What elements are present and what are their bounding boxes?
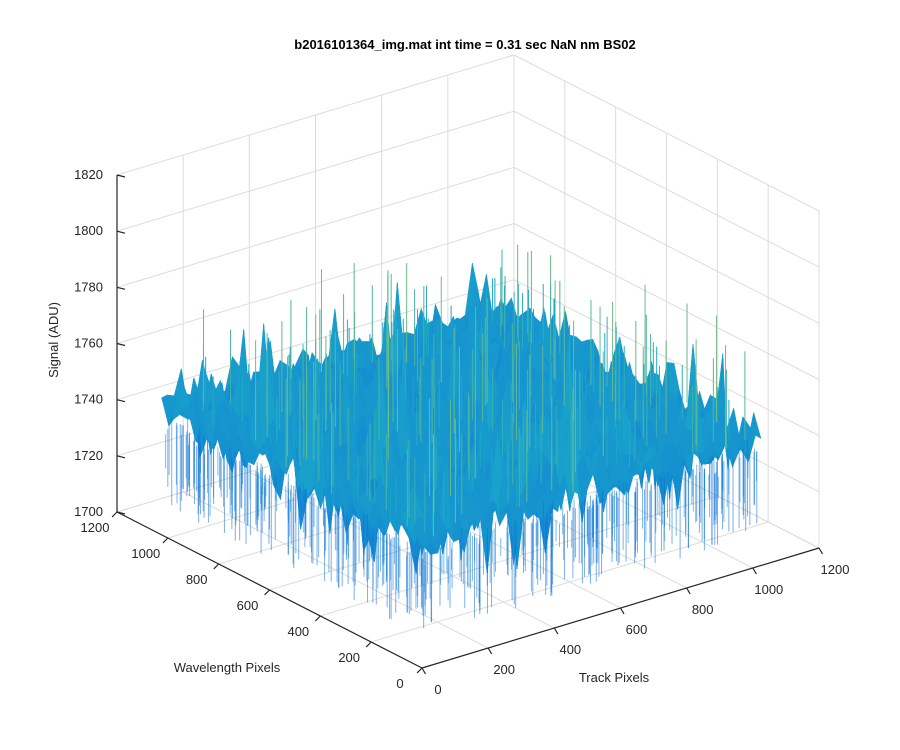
z-tick-mark bbox=[116, 511, 126, 515]
chart-title: b2016101364_img.mat int time = 0.31 sec … bbox=[294, 37, 635, 52]
z-tick-label: 1780 bbox=[74, 279, 103, 294]
z-tick-mark bbox=[116, 455, 126, 459]
grid-line bbox=[116, 54, 515, 176]
x-tick-label: 0 bbox=[434, 682, 441, 697]
x-tick-label: 600 bbox=[626, 622, 648, 637]
y-tick-mark bbox=[264, 589, 270, 596]
z-tick-mark bbox=[116, 230, 126, 234]
y-tick-mark bbox=[111, 511, 118, 518]
x-tick-mark bbox=[487, 647, 493, 655]
x-tick-label: 1000 bbox=[754, 582, 783, 597]
grid-line bbox=[116, 166, 515, 288]
grid-line bbox=[513, 54, 820, 212]
z-tick-label: 1700 bbox=[74, 504, 103, 519]
x-tick-label: 800 bbox=[692, 602, 714, 617]
z-tick-mark bbox=[116, 399, 126, 403]
grid-line bbox=[371, 521, 769, 643]
y-tick-label: 400 bbox=[287, 624, 309, 639]
x-tick-label: 400 bbox=[559, 642, 581, 657]
y-tick-label: 1000 bbox=[131, 546, 160, 561]
grid-line bbox=[513, 110, 820, 268]
grid-line bbox=[116, 110, 515, 232]
y-tick-label: 1200 bbox=[81, 520, 110, 535]
grid-line bbox=[513, 166, 820, 324]
x-axis-label: Track Pixels bbox=[579, 670, 650, 685]
grid-line bbox=[116, 223, 515, 344]
z-tick-mark bbox=[116, 342, 126, 347]
x-tick-label: 200 bbox=[493, 662, 515, 677]
x-tick-mark bbox=[619, 607, 625, 615]
grid-line bbox=[513, 223, 820, 380]
z-axis-label: Signal (ADU) bbox=[46, 302, 61, 378]
y-axis-label: Wavelength Pixels bbox=[174, 660, 281, 675]
y-tick-mark bbox=[162, 537, 169, 544]
y-tick-label: 600 bbox=[237, 598, 259, 613]
y-tick-mark bbox=[315, 615, 321, 622]
x-tick-mark bbox=[818, 547, 824, 555]
y-tick-label: 0 bbox=[396, 676, 403, 691]
tick-layer: 0 200 400 600 800 1000 1200 0 200 400 600 800 1000 12… bbox=[74, 167, 849, 697]
y-tick-mark bbox=[365, 641, 372, 648]
x-tick-mark bbox=[752, 567, 757, 575]
x-tick-mark bbox=[421, 667, 427, 675]
z-tick-label: 1820 bbox=[74, 167, 103, 182]
x-tick-mark bbox=[686, 587, 691, 595]
y-tick-label: 200 bbox=[338, 650, 360, 665]
z-tick-mark bbox=[116, 174, 126, 178]
y-tick-label: 800 bbox=[186, 572, 208, 587]
z-tick-label: 1740 bbox=[74, 392, 103, 407]
x-tick-mark bbox=[553, 627, 559, 635]
z-tick-label: 1800 bbox=[74, 223, 103, 238]
z-tick-mark bbox=[116, 286, 126, 290]
surface-patch bbox=[416, 521, 430, 556]
z-tick-label: 1760 bbox=[74, 336, 103, 351]
y-tick-mark bbox=[213, 563, 220, 570]
z-tick-label: 1720 bbox=[74, 448, 103, 463]
x-tick-label: 1200 bbox=[821, 562, 850, 577]
surface-layer bbox=[161, 244, 762, 629]
y-tick-mark bbox=[416, 667, 423, 674]
